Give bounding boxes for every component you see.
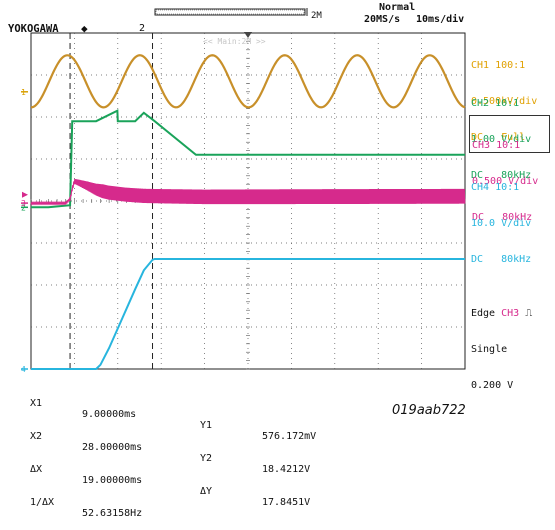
trigger-type: Edge [471,308,496,319]
brand-logo: YOKOGAWA [8,23,59,35]
ch4-info: CH4 10:1 10.0 V/div DC 80kHz [471,158,531,278]
ch2-coupling: DC 80kHz [471,170,532,181]
waveform-ch3 [30,178,466,206]
cursor-row: ΔX 19.00000ms ΔY 17.8451V [30,464,311,508]
channel-ground-label-ch4: 4 [21,365,26,374]
cursor-readout: X1 9.00000ms Y1 576.172mV X2 28.00000ms … [30,365,317,519]
ch3-info-selected: CH3 10:1 0.500 V/div DC 80kHz [469,115,550,223]
brand-diamond-icon: ◆ [81,22,88,35]
ch2-info: CH2 10:1 1.00 V/div DC 80kHz [471,74,531,194]
cursor-row: X1 9.00000ms Y1 576.172mV [30,398,317,442]
ch4-coupling: DC 80kHz [471,254,532,265]
ch1-info: CH1 100:1 0.500kV/div DC Full [471,36,537,156]
sample-rate: 20MS/s [364,14,401,25]
waveform-ch1 [30,54,466,109]
waveform-ch4 [31,257,465,370]
channel-ground-label-ch3: 3 [21,199,26,208]
trigger-info: Edge CH3 ⎍ Single 0.200 V [471,284,532,404]
ch1-coupling: DC Full [471,132,526,143]
ch3-coupling: DC 80kHz [472,212,533,223]
zoom-index: 2 [139,23,146,34]
waveform-ch2 [31,109,465,209]
rising-edge-icon: ⎍ [525,308,533,319]
main-window-label: << Main:2M >> [203,37,266,46]
ch4-scale: 10.0 V/div [471,218,532,229]
trigger-level: 0.200 V [471,380,514,391]
channel-ground-label-ch2: 2 [21,203,26,212]
timebase: 10ms/div [416,14,465,25]
ch3-probe: CH3 10:1 [472,140,521,151]
ch2-scale: 1.00 V/div [471,134,532,145]
ch4-probe: CH4 10:1 [471,182,520,193]
figure-reference: 019aab722 [392,403,466,418]
ch2-probe: CH2 10:1 [471,98,520,109]
ch1-probe: CH1 100:1 [471,60,526,71]
cursor-row: X2 28.00000ms Y2 18.4212V [30,431,311,475]
trigger-mode: Single [471,344,508,355]
acquisition-mode: Normal [379,2,416,13]
cursor-row: 1/ΔX 52.63158Hz [30,497,143,519]
trigger-position-marker [244,32,252,38]
trigger-source: CH3 [501,308,520,319]
ch3-scale: 0.500 V/div [472,176,539,187]
memory-bar-fill [155,9,305,15]
trigger-level-marker [22,191,28,198]
ch1-scale: 0.500kV/div [471,96,538,107]
channel-ground-label-ch1: 1 [21,88,26,97]
memory-length: 2M [311,11,322,21]
memory-bar [154,8,306,16]
